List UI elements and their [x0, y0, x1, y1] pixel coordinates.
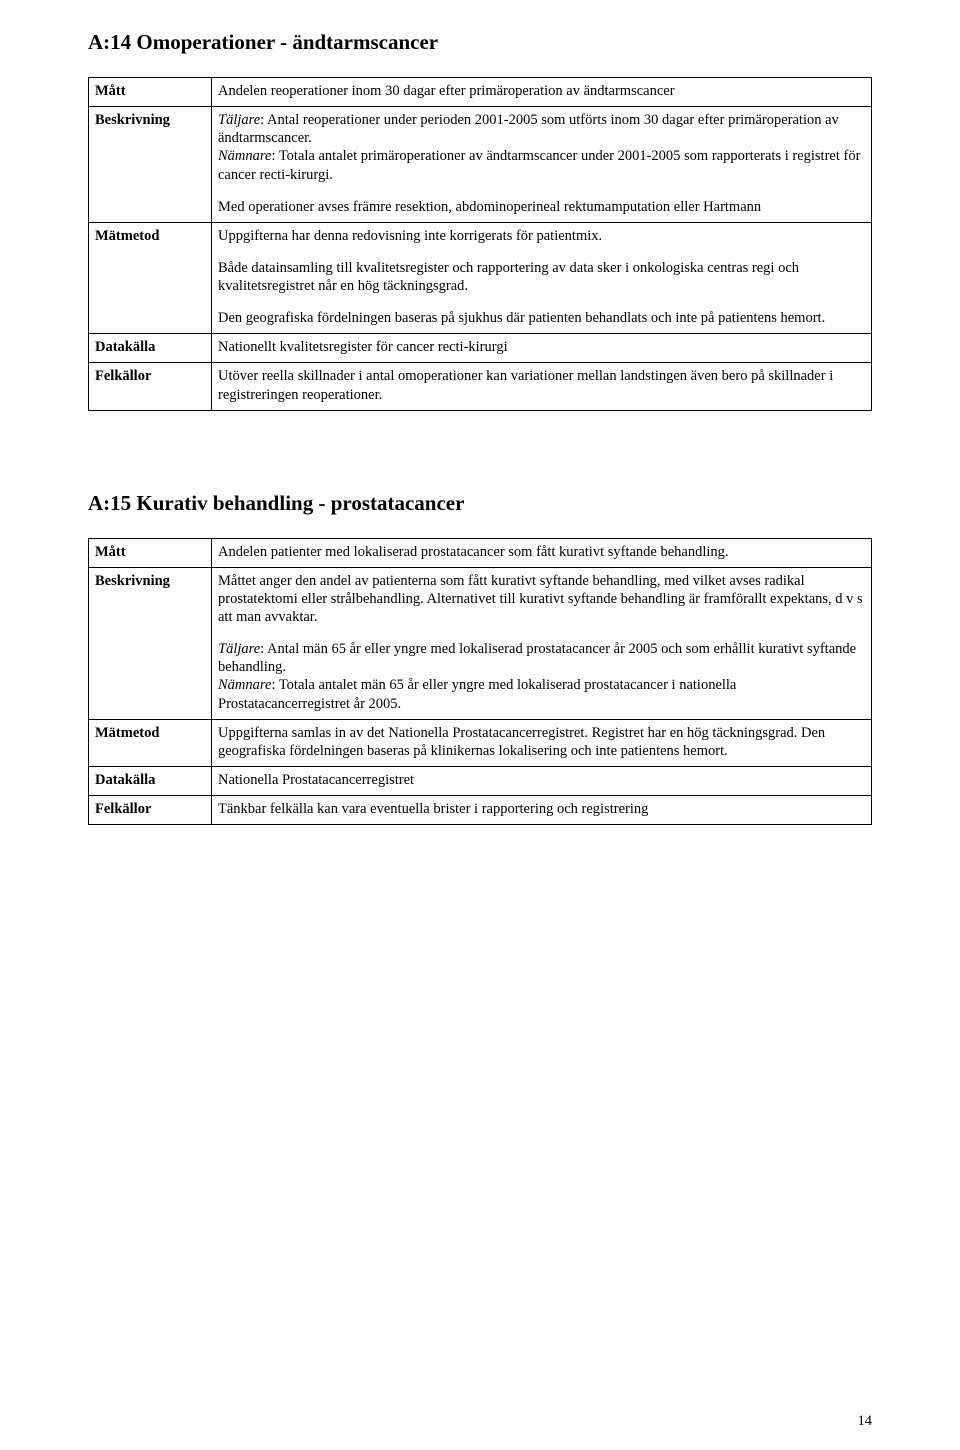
paragraph: Täljare: Antal män 65 år eller yngre med…: [218, 640, 865, 713]
cell-label-beskrivning: Beskrivning: [89, 107, 212, 223]
cell-value-beskrivning: Måttet anger den andel av patienterna so…: [212, 567, 872, 719]
section-gap: [88, 411, 872, 491]
table-row: Felkällor Utöver reella skillnader i ant…: [89, 363, 872, 410]
table-row: Mätmetod Uppgifterna har denna redovisni…: [89, 222, 872, 334]
text-rest: : Antal reoperationer under perioden 200…: [218, 112, 839, 146]
table-row: Felkällor Tänkbar felkälla kan vara even…: [89, 796, 872, 825]
section-title-a15: A:15 Kurativ behandling - prostatacancer: [88, 491, 872, 516]
cell-value-matt: Andelen patienter med lokaliserad prosta…: [212, 538, 872, 567]
table-row: Datakälla Nationellt kvalitetsregister f…: [89, 334, 872, 363]
cell-value-beskrivning: Täljare: Antal reoperationer under perio…: [212, 107, 872, 223]
page-container: A:14 Omoperationer - ändtarmscancer Mått…: [0, 0, 960, 1450]
italic-lead: Nämnare: [218, 148, 271, 164]
cell-value-felkallor: Tänkbar felkälla kan vara eventuella bri…: [212, 796, 872, 825]
paragraph: Med operationer avses främre resektion, …: [218, 198, 865, 216]
cell-label-datakalla: Datakälla: [89, 334, 212, 363]
cell-label-datakalla: Datakälla: [89, 766, 212, 795]
cell-label-felkallor: Felkällor: [89, 796, 212, 825]
cell-value-matmetod: Uppgifterna samlas in av det Nationella …: [212, 719, 872, 766]
table-row: Beskrivning Täljare: Antal reoperationer…: [89, 107, 872, 223]
italic-lead: Nämnare: [218, 677, 271, 693]
cell-value-datakalla: Nationella Prostatacancerregistret: [212, 766, 872, 795]
table-row: Mätmetod Uppgifterna samlas in av det Na…: [89, 719, 872, 766]
text-rest: : Totala antalet män 65 år eller yngre m…: [218, 677, 736, 711]
table-a15: Mått Andelen patienter med lokaliserad p…: [88, 538, 872, 826]
text-rest: : Totala antalet primäroperationer av än…: [218, 148, 860, 182]
cell-label-felkallor: Felkällor: [89, 363, 212, 410]
table-row: Mått Andelen patienter med lokaliserad p…: [89, 538, 872, 567]
cell-value-matt: Andelen reoperationer inom 30 dagar efte…: [212, 78, 872, 107]
text-rest: : Antal män 65 år eller yngre med lokali…: [218, 641, 856, 675]
table-row: Beskrivning Måttet anger den andel av pa…: [89, 567, 872, 719]
table-row: Mått Andelen reoperationer inom 30 dagar…: [89, 78, 872, 107]
cell-value-datakalla: Nationellt kvalitetsregister för cancer …: [212, 334, 872, 363]
page-number: 14: [858, 1413, 873, 1430]
paragraph: Både datainsamling till kvalitetsregiste…: [218, 259, 865, 295]
table-row: Datakälla Nationella Prostatacancerregis…: [89, 766, 872, 795]
cell-value-felkallor: Utöver reella skillnader i antal omopera…: [212, 363, 872, 410]
cell-label-beskrivning: Beskrivning: [89, 567, 212, 719]
table-a14: Mått Andelen reoperationer inom 30 dagar…: [88, 77, 872, 411]
cell-value-matmetod: Uppgifterna har denna redovisning inte k…: [212, 222, 872, 334]
section-title-a14: A:14 Omoperationer - ändtarmscancer: [88, 30, 872, 55]
paragraph: Uppgifterna har denna redovisning inte k…: [218, 227, 865, 245]
cell-label-matmetod: Mätmetod: [89, 222, 212, 334]
cell-label-matt: Mått: [89, 538, 212, 567]
cell-label-matt: Mått: [89, 78, 212, 107]
italic-lead: Täljare: [218, 641, 260, 657]
paragraph: Täljare: Antal reoperationer under perio…: [218, 111, 865, 184]
italic-lead: Täljare: [218, 112, 260, 128]
paragraph: Den geografiska fördelningen baseras på …: [218, 309, 865, 327]
paragraph: Måttet anger den andel av patienterna so…: [218, 572, 865, 626]
cell-label-matmetod: Mätmetod: [89, 719, 212, 766]
